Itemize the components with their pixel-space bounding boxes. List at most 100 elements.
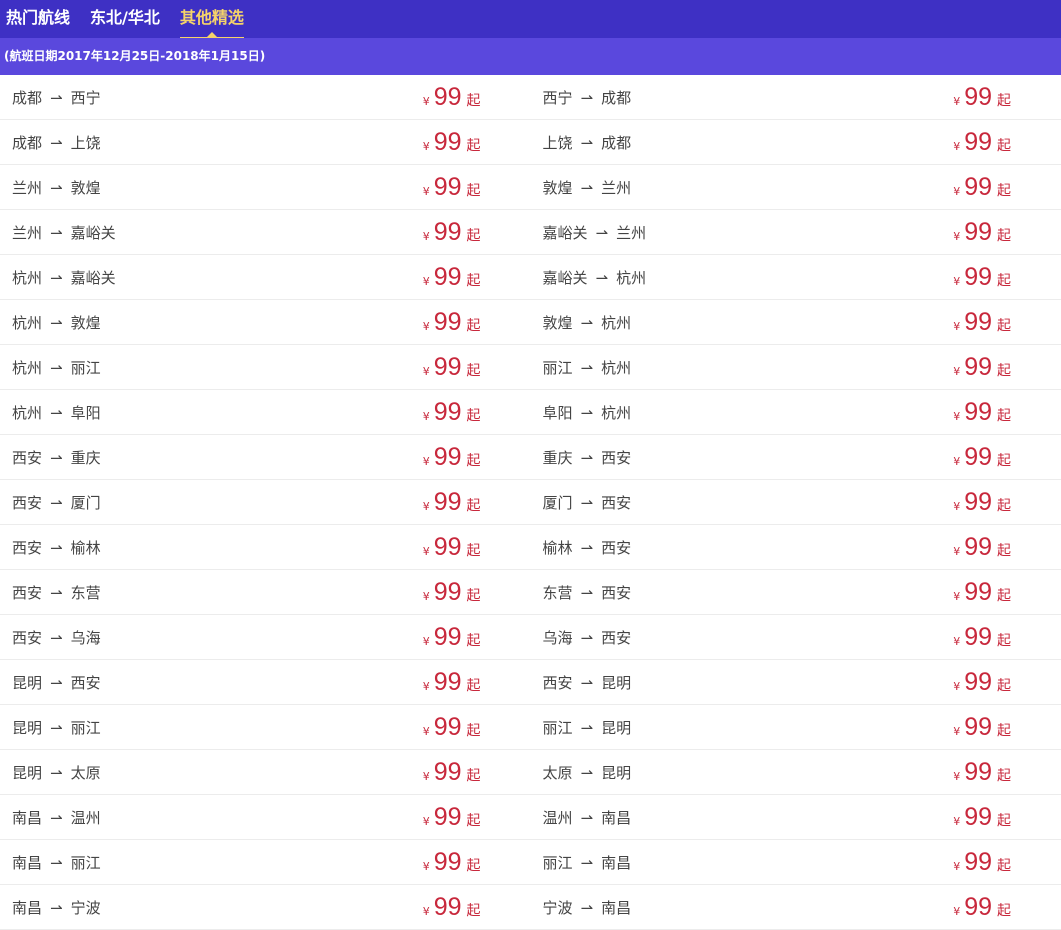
- route-label: 成都⇀上饶: [12, 132, 101, 153]
- price-value: 99: [434, 128, 462, 157]
- price-suffix: 起: [467, 540, 481, 560]
- price-suffix: 起: [467, 585, 481, 605]
- price-suffix: 起: [997, 630, 1011, 650]
- currency-symbol: ¥: [953, 590, 960, 603]
- price-value: 99: [434, 578, 462, 607]
- price-suffix: 起: [997, 405, 1011, 425]
- arrow-icon: ⇀: [50, 404, 63, 422]
- route-label: 南昌⇀宁波: [12, 897, 101, 918]
- price-value: 99: [434, 83, 462, 112]
- date-range: (航班日期2017年12月25日-2018年1月15日): [0, 38, 1061, 75]
- price-suffix: 起: [467, 855, 481, 875]
- arrow-icon: ⇀: [50, 269, 63, 287]
- arrow-icon: ⇀: [581, 314, 594, 332]
- currency-symbol: ¥: [953, 500, 960, 513]
- arrow-icon: ⇀: [581, 719, 594, 737]
- price-value: 99: [964, 803, 992, 832]
- price-suffix: 起: [997, 450, 1011, 470]
- price-suffix: 起: [467, 765, 481, 785]
- tab-northeast-north[interactable]: 东北/华北: [90, 0, 160, 38]
- arrow-icon: ⇀: [50, 539, 63, 557]
- currency-symbol: ¥: [953, 725, 960, 738]
- route-label: 南昌⇀温州: [12, 807, 101, 828]
- destination-city: 敦煌: [71, 314, 101, 332]
- origin-city: 榆林: [543, 539, 573, 557]
- origin-city: 温州: [543, 809, 573, 827]
- route-label: 丽江⇀南昌: [543, 852, 632, 873]
- origin-city: 丽江: [543, 719, 573, 737]
- arrow-icon: ⇀: [581, 134, 594, 152]
- price-suffix: 起: [997, 90, 1011, 110]
- price-suffix: 起: [467, 405, 481, 425]
- origin-city: 宁波: [543, 899, 573, 917]
- route-label: 太原⇀昆明: [543, 762, 632, 783]
- currency-symbol: ¥: [953, 860, 960, 873]
- origin-city: 乌海: [543, 629, 573, 647]
- price-value: 99: [434, 803, 462, 832]
- tab-hot-routes[interactable]: 热门航线: [6, 0, 70, 38]
- currency-symbol: ¥: [423, 905, 430, 918]
- destination-city: 丽江: [71, 854, 101, 872]
- price-suffix: 起: [997, 855, 1011, 875]
- currency-symbol: ¥: [423, 770, 430, 783]
- arrow-icon: ⇀: [581, 359, 594, 377]
- currency-symbol: ¥: [953, 410, 960, 423]
- arrow-icon: ⇀: [596, 224, 609, 242]
- tab-other-selected[interactable]: 其他精选: [180, 0, 244, 38]
- currency-symbol: ¥: [953, 230, 960, 243]
- arrow-icon: ⇀: [50, 629, 63, 647]
- price-value: 99: [964, 533, 992, 562]
- destination-city: 榆林: [71, 539, 101, 557]
- route-label: 兰州⇀嘉峪关: [12, 222, 116, 243]
